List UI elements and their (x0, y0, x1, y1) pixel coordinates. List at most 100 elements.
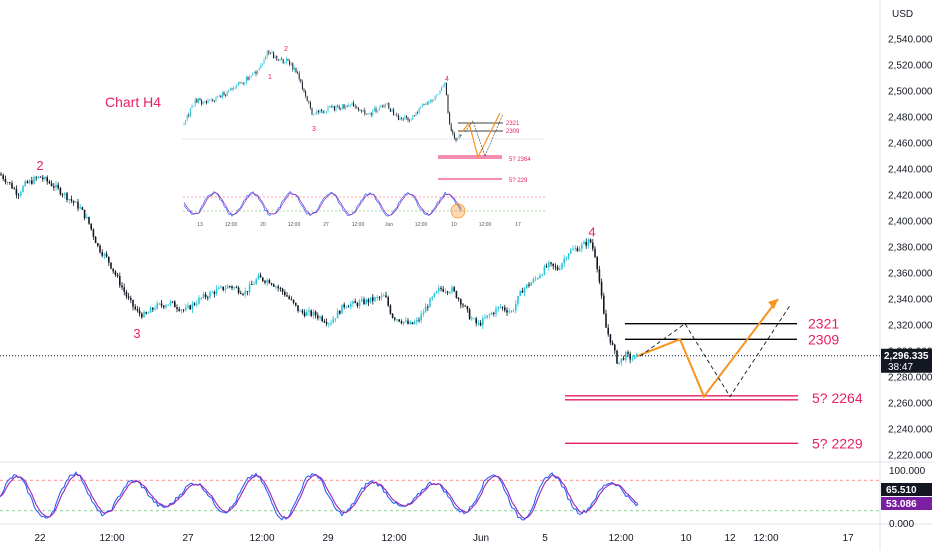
price-axis[interactable]: 2,540.000 2,520.000 2,500.000 2,480.000 2,46… (888, 35, 932, 462)
candle-body (523, 288, 526, 293)
candle-body (262, 277, 264, 281)
level-label-2321: 2321 (808, 316, 839, 332)
inset-candle-body (234, 87, 236, 89)
candle-body (17, 194, 20, 196)
inset-wave-4: 4 (445, 76, 449, 83)
inset-candle-body (404, 116, 406, 120)
inset-candle-body (322, 111, 324, 114)
inset-time-tick: 20 (260, 222, 266, 228)
candle-body (191, 303, 194, 310)
candle-body (222, 286, 224, 291)
candle-body (165, 305, 167, 308)
candle-body (462, 304, 464, 306)
candle-body (301, 310, 304, 313)
candle-body (457, 298, 460, 300)
inset-time-axis: 13 12:00 20 12:00 27 12:00 Jun 12:00 10 12:00 17 (197, 222, 521, 228)
inset-candle-body (372, 110, 374, 115)
inset-candle-body (397, 115, 399, 120)
inset-candle-body (370, 113, 372, 115)
candle-body (556, 266, 559, 270)
inset-candle-body (423, 104, 425, 106)
candle-body (506, 310, 508, 313)
candle-body (444, 291, 447, 293)
inset-candle-body (325, 111, 327, 113)
candle-body (99, 245, 101, 253)
inset-label-2309: 2309 (506, 129, 520, 135)
inset-highlight-circle (450, 203, 466, 219)
candle-body (149, 307, 152, 313)
inset-candle-body (343, 104, 345, 109)
candle-body (88, 216, 90, 224)
time-tick-label: 12:00 (753, 533, 778, 544)
candle-body (286, 295, 288, 297)
candle-body (411, 322, 414, 324)
price-tick-label: 2,320.000 (888, 321, 932, 332)
inset-candle-body (421, 104, 423, 107)
inset-candle-body (277, 59, 279, 61)
inset-candle-body (399, 117, 401, 120)
inset-candle-body (345, 106, 347, 109)
inset-time-tick: 12:00 (415, 222, 428, 228)
inset-candle-body (268, 51, 270, 54)
inset-h4-chart: Chart H4 1 2 3 4 2321 2309 5? 2364 5? 22… (105, 46, 545, 228)
candle-body (44, 177, 46, 180)
candle-body (158, 303, 161, 305)
inset-candle-body (261, 63, 263, 66)
candle-body (141, 313, 143, 318)
candle-body (614, 344, 616, 351)
inset-candle-body (228, 90, 230, 92)
candle-body (163, 305, 165, 308)
inset-candle-body (413, 115, 415, 116)
inset-candle-body (274, 56, 276, 59)
candle-body (471, 318, 473, 320)
inset-candle-body (282, 58, 284, 64)
candle-body (567, 253, 570, 259)
candle-body (213, 291, 216, 294)
candle-body (248, 284, 251, 293)
candles-group (0, 172, 638, 366)
inset-candle-body (453, 133, 455, 139)
candle-body (570, 249, 572, 254)
inset-candle-body (221, 92, 223, 98)
candle-body (134, 306, 136, 310)
candle-body (479, 322, 482, 326)
inset-candle-body (431, 99, 433, 101)
stoch-d-line (0, 473, 639, 519)
candle-body (380, 295, 383, 298)
candle-body (468, 309, 471, 320)
inset-candle-body (351, 102, 353, 106)
candle-body (196, 303, 198, 305)
price-tick-label: 2,340.000 (888, 295, 932, 306)
inset-candle-body (202, 101, 204, 105)
candle-body (169, 301, 172, 305)
candle-body (383, 295, 385, 297)
inset-stoch-d (183, 192, 462, 216)
candle-body (86, 216, 88, 219)
candle-body (398, 319, 400, 322)
candle-body (512, 310, 515, 312)
price-tick-label: 2,540.000 (888, 35, 932, 46)
inset-candle-body (365, 114, 367, 115)
candle-body (576, 248, 579, 252)
candle-body (391, 313, 394, 318)
candle-body (510, 310, 513, 312)
price-tick-label: 2,480.000 (888, 113, 932, 124)
projection-group (636, 298, 791, 399)
candle-body (112, 268, 114, 272)
candle-body (598, 269, 601, 282)
candle-body (156, 303, 158, 309)
inset-candle-body (293, 67, 295, 70)
candle-body (319, 316, 321, 319)
inset-candle-body (409, 120, 411, 121)
candle-body (565, 258, 568, 259)
candle-body (541, 274, 543, 276)
inset-candle-body (329, 106, 331, 107)
inset-candle-body (201, 100, 203, 105)
candle-body (253, 283, 255, 285)
time-axis[interactable]: 22 12:00 27 12:00 29 12:00 Jun 5 12:00 10 12 12:00 1… (34, 533, 854, 544)
candle-body (189, 305, 191, 310)
candle-body (15, 188, 18, 195)
candle-body (22, 186, 24, 193)
